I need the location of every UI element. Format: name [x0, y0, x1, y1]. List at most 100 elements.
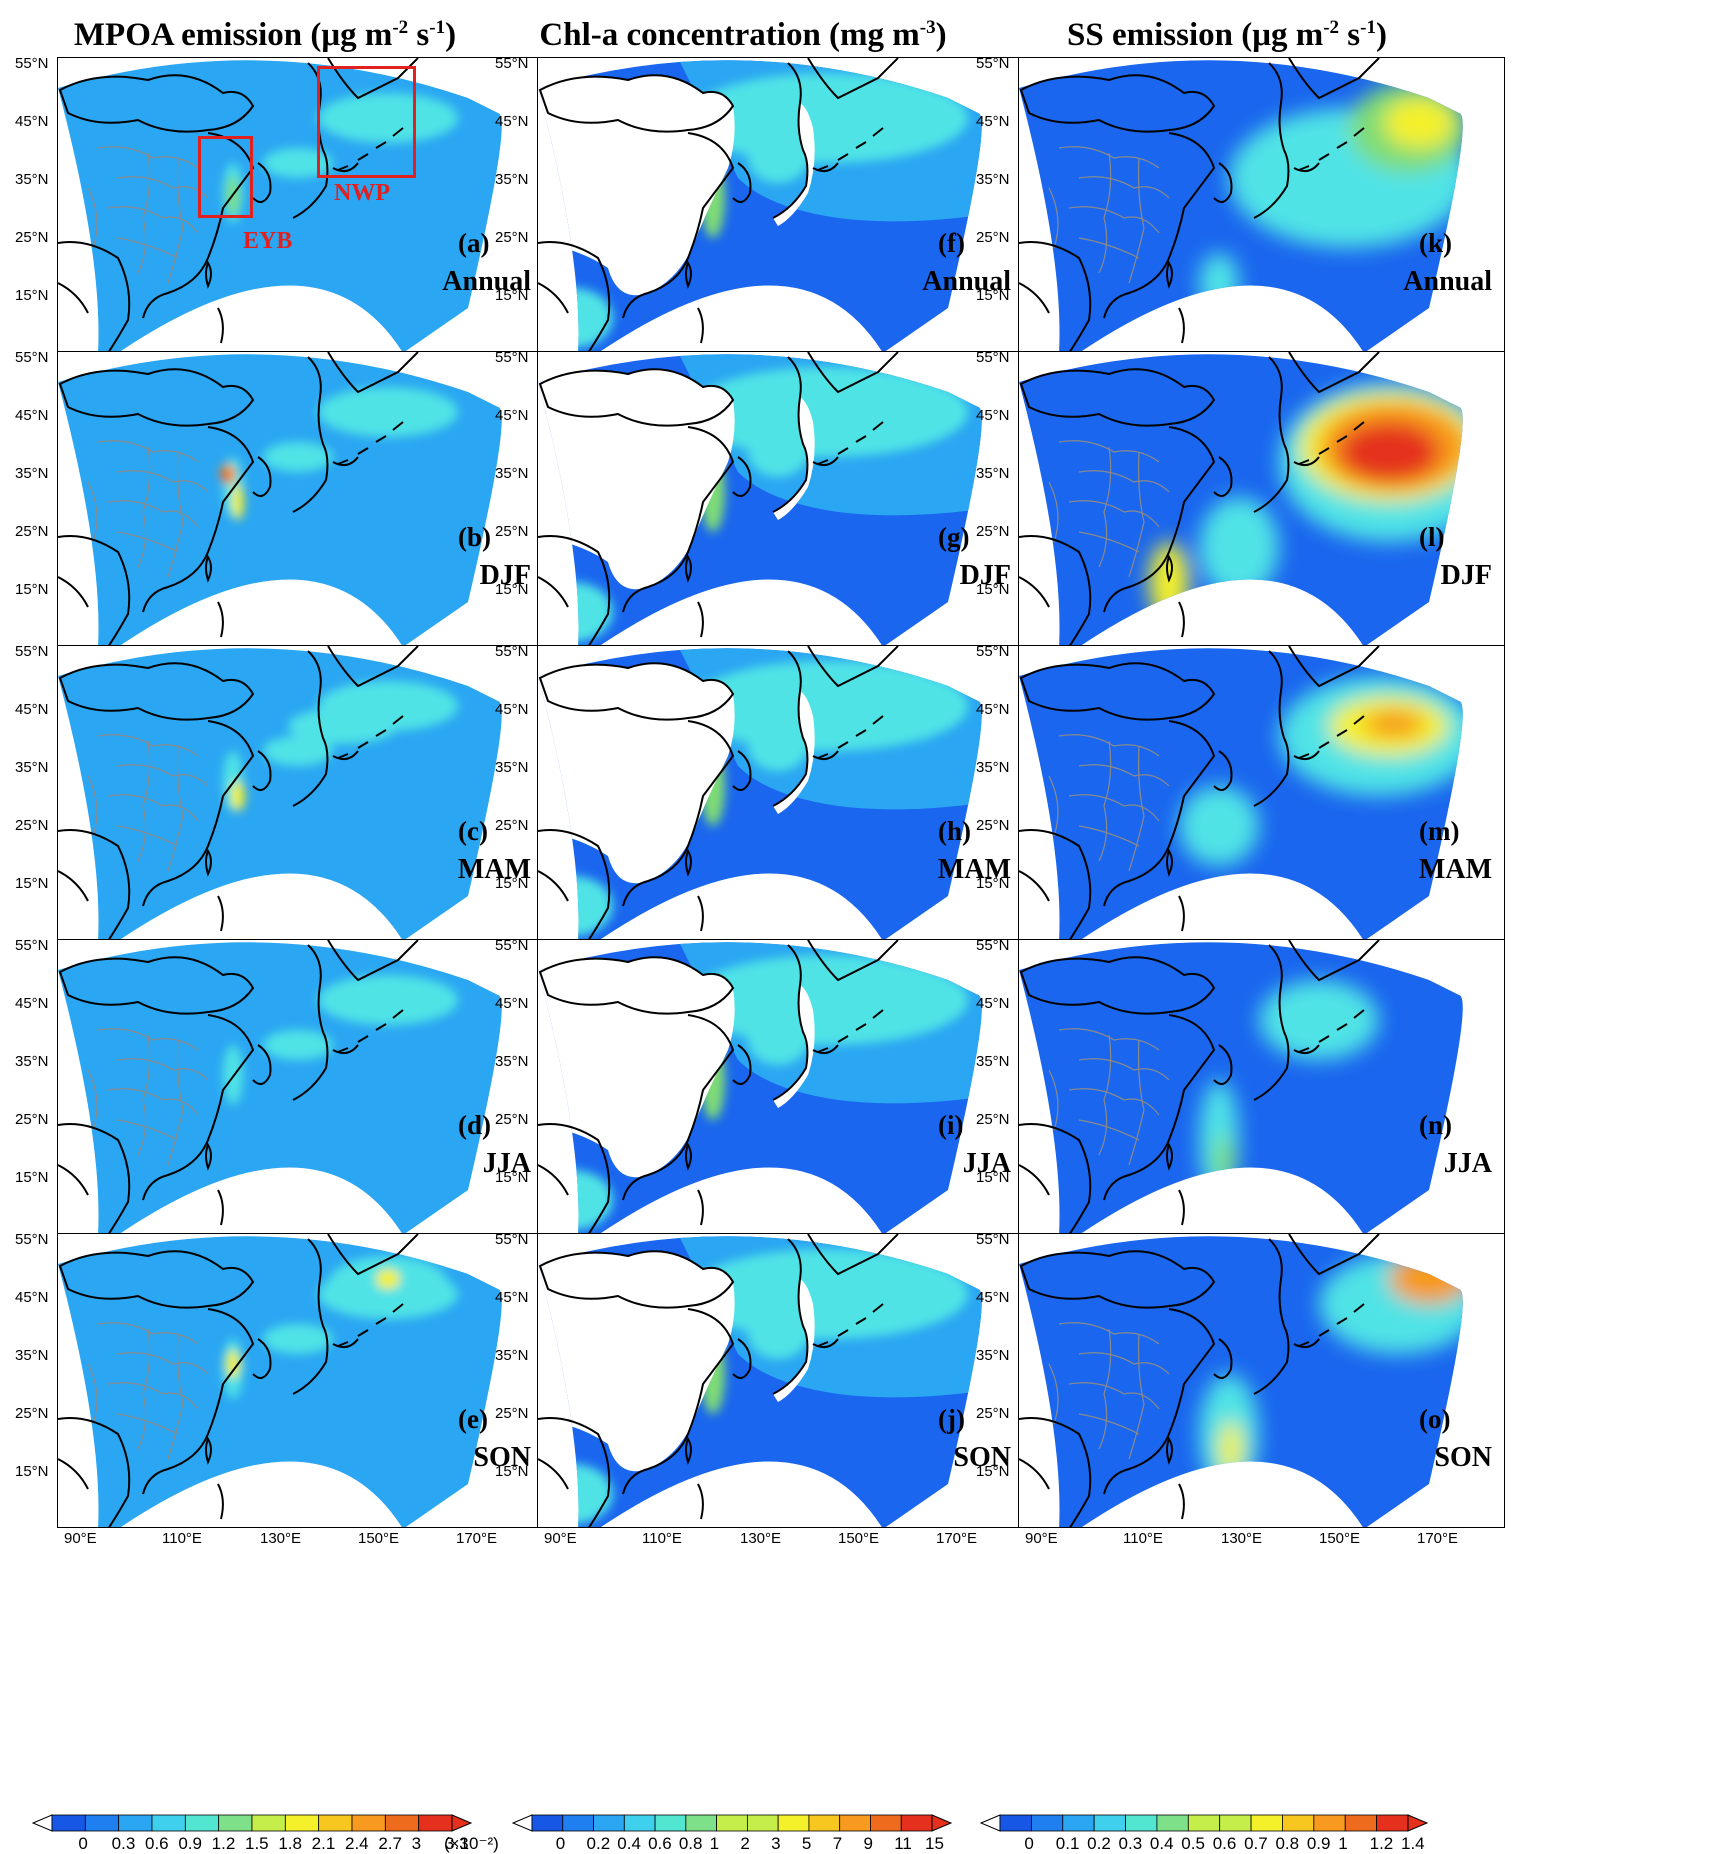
season-label: SON — [1434, 1442, 1492, 1473]
panel-label: (n) — [1419, 1110, 1452, 1140]
lat-tick-label: 45°N — [495, 701, 529, 718]
title-exp: -2 — [392, 17, 409, 38]
province-border — [87, 187, 98, 249]
coastline — [622, 426, 735, 613]
colorbar-segment — [839, 1814, 871, 1832]
coastline — [58, 829, 131, 939]
province-border — [1098, 740, 1112, 862]
lon-tick-label: 110°E — [162, 1530, 202, 1547]
colorbar-scale-suffix: (×10⁻²) — [444, 1834, 499, 1853]
panel-label: (g) — [938, 522, 970, 552]
lat-tick-label: 55°N — [15, 1231, 49, 1248]
column-title-chl: Chl-a concentration (mg m-3) — [503, 10, 983, 60]
colorbar-min-arrow — [512, 1814, 533, 1832]
coastline — [622, 720, 735, 907]
lon-tick-label: 130°E — [1221, 1530, 1263, 1547]
panel-label: (a) — [458, 228, 490, 258]
coastline — [332, 456, 359, 467]
coastline — [327, 352, 419, 394]
coastline — [332, 750, 359, 761]
land-mask — [773, 103, 815, 226]
coastline — [1019, 829, 1092, 939]
coastline — [538, 1123, 611, 1233]
lat-tick-label: 45°N — [15, 113, 49, 130]
coastline — [142, 1308, 255, 1495]
lon-tick-label: 110°E — [1123, 1530, 1163, 1547]
panel-label: (i) — [938, 1110, 964, 1140]
season-label: SON — [473, 1442, 531, 1473]
colorbar-segment — [218, 1814, 253, 1832]
lat-tick-label: 55°N — [495, 937, 529, 954]
coastline — [217, 601, 224, 638]
colorbar-tick-label: 5 — [801, 1834, 812, 1853]
lat-tick-label: 15°N — [495, 875, 529, 892]
coastline — [1019, 870, 1050, 902]
colorbar-segment — [1125, 1814, 1158, 1832]
colorbar-segment — [418, 1814, 453, 1832]
title-text: s — [408, 17, 430, 53]
coastline — [217, 1189, 224, 1226]
coastline — [697, 1189, 704, 1226]
map-panel-o: (o) SON — [1018, 1233, 1505, 1528]
lat-tick-label: 45°N — [976, 701, 1010, 718]
colorbar-tick-label: 3.3 — [445, 1834, 469, 1853]
province-border — [1078, 531, 1140, 553]
coastline — [58, 1164, 89, 1196]
colorbar-tick-label: 0.3 — [1118, 1834, 1143, 1853]
lon-tick-label: 90°E — [544, 1530, 577, 1547]
colorbar-tick-label: 0 — [555, 1834, 566, 1853]
coastline — [1019, 1123, 1092, 1233]
colorbar-segment — [685, 1814, 718, 1832]
field-blob — [1219, 1421, 1243, 1477]
lat-tick-label: 45°N — [15, 701, 49, 718]
colorbar-tick-label: 0.4 — [1149, 1834, 1174, 1853]
coastline — [538, 576, 569, 608]
lon-tick-label: 90°E — [64, 1530, 97, 1547]
coastline — [538, 1250, 735, 1309]
province-border — [1078, 176, 1170, 199]
field-blob — [222, 471, 230, 481]
province-border — [1058, 146, 1160, 169]
province-border — [117, 825, 179, 847]
colorbar-segment — [1093, 1814, 1126, 1832]
coastline — [327, 940, 419, 982]
field-background — [1019, 942, 1463, 1233]
coastline — [1166, 1142, 1173, 1171]
coastline — [1288, 352, 1380, 394]
coastline — [538, 1164, 569, 1196]
province-border — [1078, 470, 1170, 493]
province-border — [1048, 187, 1059, 249]
colorbar-tick-label: 0.2 — [586, 1834, 611, 1853]
map-panel-n: (n) JJA — [1018, 939, 1505, 1234]
panel-label: (l) — [1419, 522, 1445, 552]
coastline — [337, 1303, 404, 1347]
colorbar-tick-label: 2.7 — [378, 1834, 402, 1853]
colorbar-tick-label: 0.4 — [617, 1834, 641, 1853]
season-label: DJF — [1440, 560, 1492, 591]
panel-label: (b) — [458, 522, 491, 552]
coastline — [685, 1142, 692, 1171]
colorbar-tick-label: 7 — [832, 1834, 843, 1853]
colorbar-segment — [251, 1814, 286, 1832]
map-panel-d: (d) JJA — [57, 939, 544, 1234]
province-border — [1128, 745, 1145, 872]
lat-tick-label: 55°N — [15, 349, 49, 366]
map-panel-b: (b) DJF — [57, 351, 544, 646]
coastline — [685, 848, 692, 877]
coastline — [205, 260, 212, 289]
coastline — [1019, 576, 1050, 608]
colorbar-ss — [980, 1814, 1429, 1832]
coastline — [1298, 715, 1365, 759]
season-label: JJA — [1443, 1148, 1492, 1179]
panel-label: (j) — [938, 1404, 965, 1434]
field-blob — [1199, 497, 1279, 597]
coastline — [58, 576, 89, 608]
province-border — [87, 1363, 98, 1425]
province-border — [117, 470, 209, 493]
coastline — [58, 870, 89, 902]
field-blob — [748, 1309, 808, 1359]
coastline — [58, 368, 255, 427]
title-exp: -3 — [919, 17, 936, 38]
field-blob — [318, 387, 458, 437]
coastline — [205, 1142, 212, 1171]
